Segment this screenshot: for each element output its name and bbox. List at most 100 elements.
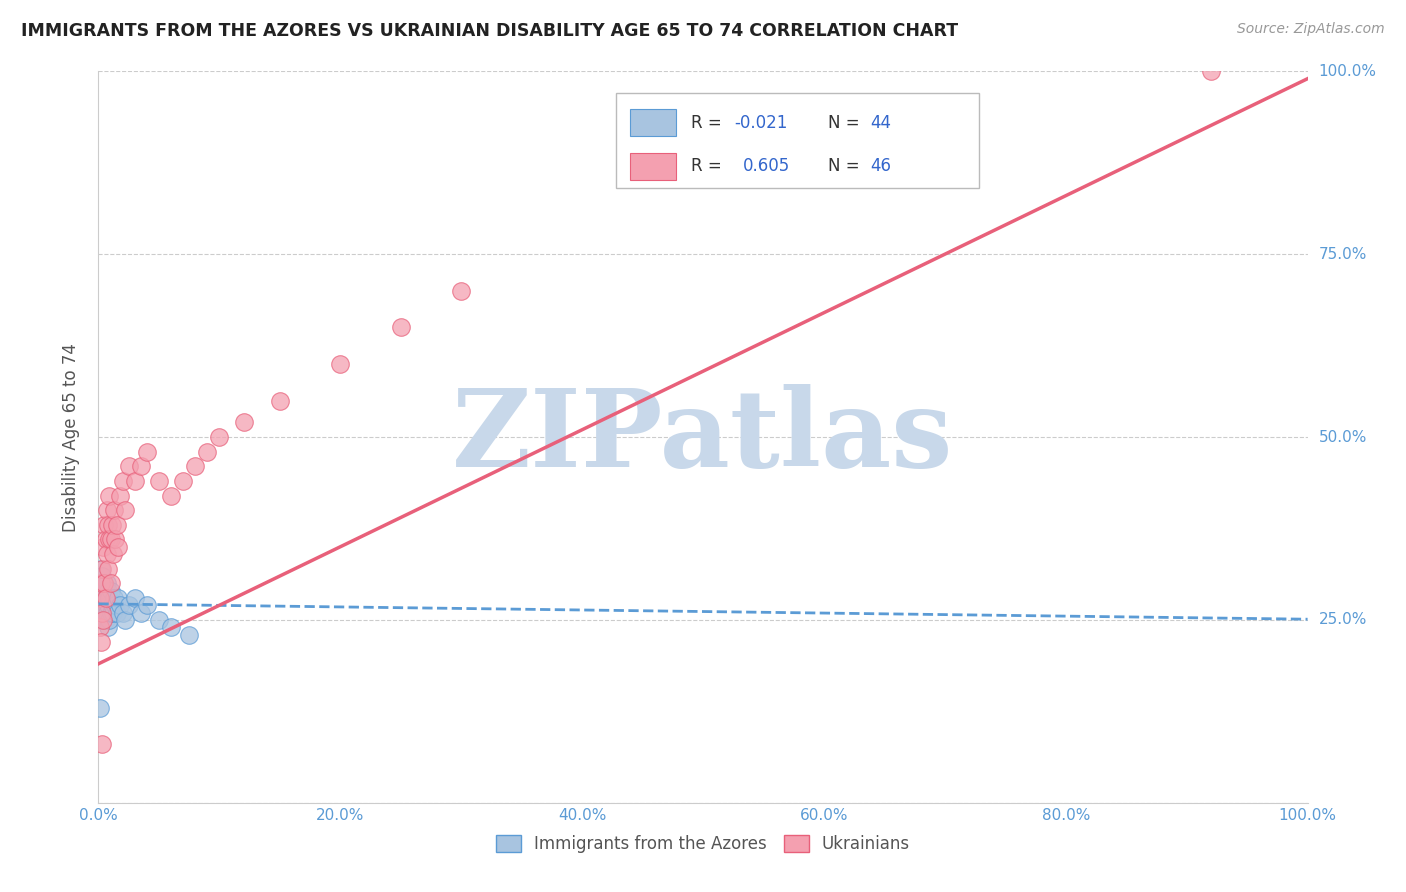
Text: 44: 44 bbox=[870, 113, 891, 131]
Point bbox=[111, 474, 134, 488]
Point bbox=[91, 737, 114, 751]
Text: 46: 46 bbox=[870, 158, 891, 176]
Text: 75.0%: 75.0% bbox=[1319, 247, 1367, 261]
Point bbox=[100, 576, 122, 591]
Point bbox=[90, 635, 112, 649]
Point bbox=[103, 591, 125, 605]
Text: -0.021: -0.021 bbox=[734, 113, 787, 131]
Point bbox=[91, 562, 114, 576]
Point bbox=[101, 547, 124, 561]
Point bbox=[89, 700, 111, 714]
Point bbox=[100, 599, 122, 613]
Point bbox=[129, 606, 152, 620]
Point bbox=[389, 320, 412, 334]
Point bbox=[100, 583, 122, 598]
Point bbox=[94, 591, 117, 605]
Point bbox=[89, 606, 111, 620]
Point bbox=[105, 517, 128, 532]
Point bbox=[107, 540, 129, 554]
Point bbox=[94, 613, 117, 627]
Point bbox=[96, 576, 118, 591]
Point bbox=[118, 459, 141, 474]
Point bbox=[101, 606, 124, 620]
Point bbox=[208, 430, 231, 444]
Point bbox=[96, 547, 118, 561]
Point bbox=[89, 591, 111, 605]
Point bbox=[93, 517, 115, 532]
Point bbox=[107, 591, 129, 605]
Text: 100.0%: 100.0% bbox=[1319, 64, 1376, 78]
Point bbox=[91, 569, 114, 583]
Point bbox=[450, 284, 472, 298]
Point bbox=[91, 606, 114, 620]
Point bbox=[98, 613, 121, 627]
Point bbox=[91, 599, 114, 613]
Point bbox=[104, 533, 127, 547]
Text: ZIPatlas: ZIPatlas bbox=[453, 384, 953, 490]
Point bbox=[90, 576, 112, 591]
Point bbox=[97, 562, 120, 576]
Point bbox=[1199, 64, 1222, 78]
Point bbox=[100, 517, 122, 532]
Point bbox=[94, 599, 117, 613]
Point bbox=[269, 393, 291, 408]
Point bbox=[93, 576, 115, 591]
Point bbox=[93, 591, 115, 605]
Text: 25.0%: 25.0% bbox=[1319, 613, 1367, 627]
Point bbox=[124, 474, 146, 488]
Point bbox=[91, 583, 114, 598]
Point bbox=[148, 474, 170, 488]
Point bbox=[108, 489, 131, 503]
Point bbox=[111, 606, 134, 620]
Point bbox=[90, 562, 112, 576]
Point bbox=[184, 459, 207, 474]
Text: IMMIGRANTS FROM THE AZORES VS UKRAINIAN DISABILITY AGE 65 TO 74 CORRELATION CHAR: IMMIGRANTS FROM THE AZORES VS UKRAINIAN … bbox=[21, 22, 959, 40]
Point bbox=[108, 599, 131, 613]
Text: R =: R = bbox=[690, 158, 733, 176]
Point bbox=[91, 576, 114, 591]
Point bbox=[90, 591, 112, 605]
Point bbox=[179, 627, 201, 641]
Point bbox=[148, 613, 170, 627]
Point bbox=[97, 599, 120, 613]
Point bbox=[97, 583, 120, 598]
Point bbox=[160, 489, 183, 503]
Point bbox=[114, 503, 136, 517]
Point bbox=[124, 591, 146, 605]
Point bbox=[232, 416, 254, 430]
Bar bbox=[616, 94, 979, 188]
Text: R =: R = bbox=[690, 113, 727, 131]
Text: Source: ZipAtlas.com: Source: ZipAtlas.com bbox=[1237, 22, 1385, 37]
Point bbox=[104, 599, 127, 613]
Point bbox=[100, 533, 122, 547]
Point bbox=[96, 606, 118, 620]
Point bbox=[91, 613, 114, 627]
Point bbox=[129, 459, 152, 474]
Point bbox=[94, 533, 117, 547]
Point bbox=[97, 517, 120, 532]
Point bbox=[91, 599, 114, 613]
Point bbox=[89, 583, 111, 598]
Point bbox=[118, 599, 141, 613]
Text: 0.605: 0.605 bbox=[742, 158, 790, 176]
Point bbox=[105, 606, 128, 620]
Point bbox=[93, 606, 115, 620]
Text: N =: N = bbox=[828, 113, 865, 131]
Point bbox=[91, 613, 114, 627]
Point bbox=[100, 606, 122, 620]
Point bbox=[195, 444, 218, 458]
Point bbox=[96, 503, 118, 517]
Point bbox=[94, 583, 117, 598]
Point bbox=[93, 576, 115, 591]
Y-axis label: Disability Age 65 to 74: Disability Age 65 to 74 bbox=[62, 343, 80, 532]
Point bbox=[96, 591, 118, 605]
Point bbox=[91, 540, 114, 554]
Bar bbox=[630, 153, 676, 180]
Point bbox=[98, 533, 121, 547]
Text: 50.0%: 50.0% bbox=[1319, 430, 1367, 444]
Point bbox=[97, 620, 120, 634]
Text: N =: N = bbox=[828, 158, 865, 176]
Point bbox=[98, 591, 121, 605]
Point bbox=[172, 474, 194, 488]
Point bbox=[135, 444, 157, 458]
